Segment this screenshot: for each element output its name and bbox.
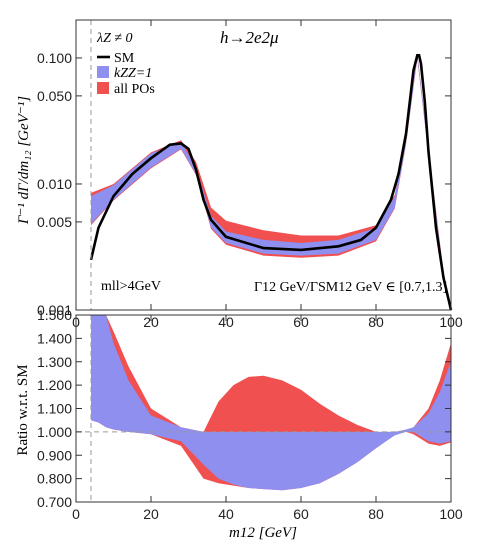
y-tick-label: 0.700 [37, 494, 72, 510]
ratio-band-kzz-1 [91, 315, 451, 491]
legend-kzz-label: kZZ=1 [114, 66, 152, 81]
y-tick-label: 0.800 [37, 471, 72, 487]
y-tick-label: 1.300 [37, 354, 72, 370]
top-y-axis: 0.001 0.005 0.010 0.050 0.100 [37, 50, 451, 318]
x-tick-label: 60 [293, 506, 309, 522]
x-tick-label: 100 [439, 506, 463, 522]
top-frame [75, 19, 452, 311]
y-tick-label: 1.500 [37, 307, 72, 323]
bottom-bands [91, 315, 451, 491]
mll-cut-label: mll>4GeV [101, 279, 161, 294]
x-tick-label: 20 [143, 314, 159, 330]
x-tick-label: 80 [368, 506, 384, 522]
x-tick-label: 0 [72, 506, 80, 522]
y-tick-label: 0.900 [37, 447, 72, 463]
y-tick-label: 0.100 [37, 50, 72, 66]
top-bands [91, 53, 451, 310]
legend-sm-label: SM [114, 51, 135, 66]
y-tick-label: 1.200 [37, 377, 72, 393]
y-tick-label: 0.050 [37, 88, 72, 104]
legend: SM kZZ=1 all POs [97, 51, 155, 97]
band-all-pos [91, 53, 451, 310]
legend-allpos-swatch [97, 82, 109, 94]
y-tick-label: 0.001 [37, 302, 72, 318]
bottom-x-axis: 0 20 40 60 80 100 [72, 315, 463, 522]
legend-kzz-swatch [97, 66, 109, 78]
x-axis-title: m12 [GeV] [229, 525, 297, 541]
legend-allpos-label: all POs [114, 82, 155, 97]
y-tick-label: 0.010 [37, 176, 72, 192]
top-y-axis-title: Γ⁻¹ dΓ/dm₁₂ [GeV⁻¹] [16, 96, 32, 225]
y-tick-label: 0.005 [37, 214, 72, 230]
x-tick-label: 20 [143, 506, 159, 522]
lambda-label: λZ ≠ 0 [96, 31, 133, 46]
bottom-panel: 0.700 0.800 0.900 1.000 1.100 1.200 1.300 1.400… [15, 307, 463, 541]
y-tick-label: 1.100 [37, 401, 72, 417]
y-tick-label: 1.000 [37, 424, 72, 440]
x-tick-label: 40 [218, 314, 234, 330]
bottom-y-axis: 0.700 0.800 0.900 1.000 1.100 1.200 1.300 1.400… [37, 307, 451, 510]
width-constraint-label: Γ12 GeV/ΓSM12 GeV ∈ [0.7,1.3] [254, 280, 447, 295]
y-tick-label: 1.400 [37, 330, 72, 346]
bottom-y-axis-title: Ratio w.r.t. SM [15, 364, 31, 455]
x-tick-label: 40 [218, 506, 234, 522]
sm-line [89, 54, 453, 311]
process-label: h→2e2μ [220, 28, 279, 47]
x-tick-label: 80 [368, 314, 384, 330]
x-tick-label: 60 [293, 314, 309, 330]
